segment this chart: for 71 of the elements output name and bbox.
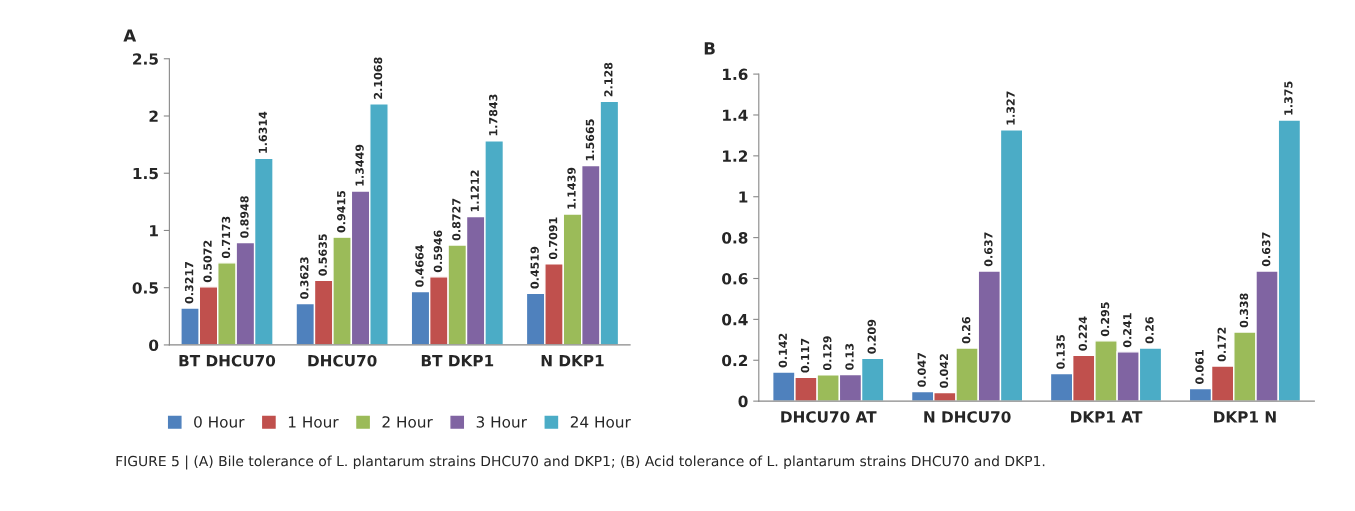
legend-label: 0 Hour [194,416,245,428]
data-label: 0.13 [845,343,854,370]
y-tick-label: 1 [150,225,158,237]
data-label: 1.1439 [567,167,576,209]
data-label: 1.375 [1284,81,1293,115]
x-tick-label: DHCU70 [308,354,377,367]
y-tick-label: 2.5 [133,53,158,65]
data-label: 1.327 [1006,91,1015,125]
legend-label: 1 Hour [288,416,339,428]
x-tick-label: DKP1 AT [1071,411,1143,423]
data-label: 0.4519 [530,246,539,289]
data-label: 1.6314 [258,111,268,153]
data-label: 0.637 [984,232,993,267]
data-label: 0.224 [1078,316,1088,351]
y-tick-label: 1.2 [723,150,748,162]
data-label: 0.042 [939,354,949,388]
x-tick-label: N DKP1 [541,355,604,367]
data-label: 0.047 [917,353,926,387]
legend-label: 3 Hour [476,416,527,428]
y-tick-label: 0 [149,339,159,351]
data-label: 0.3217 [184,261,194,304]
data-label: 0.9415 [336,190,346,233]
data-label: 0.129 [823,336,832,371]
x-tick-label: BT DHCU70 [179,354,276,367]
y-tick-label: 0.6 [722,272,748,285]
x-tick-label: DKP1 N [1214,411,1276,423]
x-tick-label: N DHCU70 [924,411,1011,423]
y-tick-label: 0.2 [722,354,748,367]
chart-title: B [704,42,715,55]
y-tick-label: 1.4 [723,109,748,121]
data-label: 1.7843 [488,94,498,136]
data-label: 1.3449 [355,144,364,186]
data-label: 0.338 [1239,293,1249,328]
data-label: 0.637 [1261,232,1271,267]
data-label: 0.209 [867,319,876,354]
data-label: 0.117 [800,338,810,373]
data-label: 0.3623 [300,257,309,299]
data-label: 0.4664 [415,245,424,287]
caption: FIGURE 5 | (A) Bile tolerance of L. plantarum strains DHCU70 and DKP1; (B) Acid tolerance of L. plantarum strains DHCU70 and DKP1. [116,455,1045,470]
data-label: 0.5635 [318,234,327,276]
data-label: 0.7173 [221,216,231,259]
y-tick-label: 1 [739,191,748,203]
legend-label: 24 Hour [570,416,631,428]
y-tick-label: 0.5 [132,282,158,294]
data-label: 0.5072 [203,240,212,283]
y-tick-label: 0.4 [722,313,748,326]
legend-label: 2 Hour [382,416,433,428]
data-label: 0.142 [778,333,788,368]
data-label: 0.135 [1056,335,1065,369]
data-label: 0.7091 [548,217,558,260]
chart-title: A [123,29,137,42]
data-label: 0.26 [1145,317,1154,344]
data-label: 0.172 [1217,327,1226,362]
x-tick-label: DHCU70 AT [781,411,877,423]
data-label: 0.5946 [433,230,443,273]
y-tick-label: 0.8 [722,232,748,244]
y-tick-label: 1.5 [133,167,158,180]
y-tick-label: 0 [738,395,748,408]
data-label: 1.5665 [585,119,595,161]
data-label: 0.26 [961,317,971,344]
data-label: 0.241 [1123,313,1132,348]
data-label: 2.128 [604,62,613,97]
data-label: 1.1212 [470,170,479,212]
data-label: 0.295 [1100,302,1110,337]
y-tick-label: 1.6 [723,68,748,81]
data-label: 0.8727 [452,198,461,241]
x-tick-label: BT DKP1 [421,355,494,367]
y-tick-label: 2 [149,110,158,122]
data-label: 0.061 [1195,350,1204,384]
data-label: 2.1068 [373,57,383,99]
data-label: 0.8948 [240,196,249,238]
